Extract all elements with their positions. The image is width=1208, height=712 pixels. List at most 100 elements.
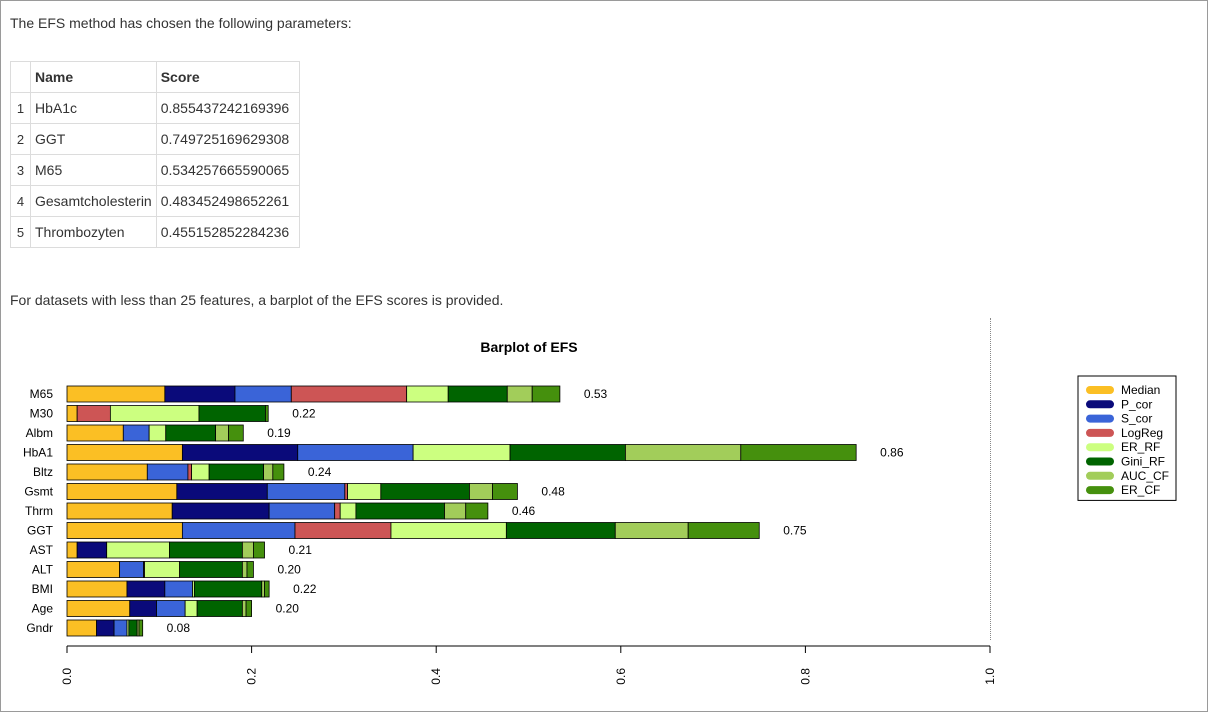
bar-segment-thrm-er-cf [465, 502, 489, 520]
bar-segment-thrm-er-rf [339, 502, 357, 520]
row-name: Thrombozyten [30, 216, 157, 248]
bar-segment-albm-er-rf [148, 424, 167, 442]
plot-divider [990, 318, 991, 640]
bar-segment-gndr-er-cf [138, 619, 144, 637]
category-label-ggt: GGT [27, 524, 54, 538]
bar-segment-ggt-logreg [294, 522, 392, 539]
row-name: HbA1c [30, 92, 157, 124]
index-column-header [10, 61, 31, 93]
bar-segment-bltz-auc-cf [263, 463, 274, 481]
row-score: 0.534257665590065 [155, 154, 300, 186]
bar-segment-albm-median [66, 424, 124, 442]
bar-segment-age-p-cor [129, 600, 157, 617]
total-label-hba1: 0.86 [880, 446, 904, 460]
bar-segment-hba1-p-cor [181, 444, 299, 461]
bar-segment-gndr-p-cor [96, 619, 115, 637]
bar-segment-gsmt-gini-rf [380, 483, 470, 500]
bar-segment-alt-er-rf [144, 561, 181, 578]
bar-segment-gndr-gini-rf [128, 619, 138, 637]
bars-layer: M65 0.53 M30 0.22 Albm 0.19 HbA1 0.86 Bltz 0.24 Gs… [23, 385, 904, 637]
name-column-header: Name [30, 61, 157, 93]
total-label-bmi: 0.22 [293, 582, 317, 596]
total-label-m30: 0.22 [292, 407, 316, 421]
bar-segment-m65-auc-cf [506, 385, 533, 403]
bar-segment-age-er-rf [184, 600, 198, 617]
bar-segment-ast-er-cf [253, 541, 265, 559]
x-tick-label-0-6: 0.6 [614, 668, 628, 685]
bar-segment-bmi-gini-rf [193, 580, 263, 598]
bar-segment-m30-logreg [76, 405, 111, 422]
total-label-alt: 0.20 [277, 563, 301, 577]
bar-segment-bltz-median [66, 463, 148, 481]
legend-label-p-cor: P_cor [1121, 397, 1152, 411]
bar-segment-age-auc-cf [241, 600, 247, 617]
row-index: 4 [10, 185, 31, 217]
bar-segment-alt-er-cf [246, 561, 254, 578]
row-index: 3 [10, 154, 31, 186]
x-tick-label-0-4: 0.4 [429, 668, 443, 685]
bar-segment-m65-logreg [290, 385, 408, 403]
total-label-m65: 0.53 [584, 387, 608, 401]
bar-segment-albm-auc-cf [215, 424, 229, 442]
bar-segment-albm-s-cor [122, 424, 150, 442]
legend-label-auc-cf: AUC_CF [1121, 469, 1169, 483]
legend-label-s-cor: S_cor [1121, 412, 1152, 426]
bar-segment-m30-median [66, 405, 78, 422]
bar-segment-bltz-logreg [187, 463, 193, 481]
bar-segment-bltz-s-cor [146, 463, 189, 481]
row-score: 0.749725169629308 [155, 123, 300, 155]
bar-segment-bmi-auc-cf [261, 580, 265, 598]
bar-segment-gsmt-median [66, 483, 178, 500]
score-column-header: Score [155, 61, 300, 93]
bar-segment-m65-er-rf [406, 385, 449, 403]
bar-segment-ggt-s-cor [181, 522, 296, 539]
row-name: Gesamtcholesterin [30, 185, 157, 217]
bar-segment-gsmt-auc-cf [469, 483, 493, 500]
x-tick-label-0-2: 0.2 [245, 668, 259, 685]
bar-segment-hba1-gini-rf [509, 444, 626, 461]
table-row: 2 GGT 0.749725169629308 [10, 123, 300, 155]
legend-label-er-rf: ER_RF [1121, 440, 1160, 454]
table-row: 5 Thrombozyten 0.455152852284236 [10, 216, 300, 248]
bar-segment-age-s-cor [156, 600, 186, 617]
bar-segment-m65-er-cf [531, 385, 561, 403]
row-index: 2 [10, 123, 31, 155]
bar-segment-albm-gini-rf [165, 424, 217, 442]
legend-label-gini-rf: Gini_RF [1121, 455, 1165, 469]
x-tick-label-0-8: 0.8 [798, 668, 812, 685]
row-name: GGT [30, 123, 157, 155]
bar-segment-ggt-median [66, 522, 183, 539]
row-score: 0.483452498652261 [155, 185, 300, 217]
bar-segment-ggt-gini-rf [505, 522, 616, 539]
bar-segment-ggt-auc-cf [614, 522, 689, 539]
bar-segment-bltz-er-cf [272, 463, 285, 481]
bar-segment-bltz-er-rf [191, 463, 210, 481]
category-label-age: Age [32, 602, 54, 616]
x-axis: 0.0 0.2 0.4 0.6 0.8 1.0 [60, 645, 997, 685]
bar-segment-hba1-auc-cf [625, 444, 742, 461]
bar-segment-thrm-median [66, 502, 173, 520]
total-label-ggt: 0.75 [783, 524, 807, 538]
bar-segment-bltz-gini-rf [208, 463, 264, 481]
row-score: 0.855437242169396 [155, 92, 300, 124]
bar-segment-m65-s-cor [234, 385, 292, 403]
bar-segment-hba1-er-rf [412, 444, 511, 461]
bar-segment-gndr-s-cor [113, 619, 128, 637]
category-label-gndr: Gndr [26, 621, 53, 635]
total-label-bltz: 0.24 [308, 465, 332, 479]
bar-segment-age-er-cf [245, 600, 252, 617]
bar-segment-thrm-gini-rf [355, 502, 445, 520]
bar-segment-ast-gini-rf [169, 541, 243, 559]
table-header-row: Name Score [10, 61, 300, 93]
category-label-bmi: BMI [32, 582, 53, 596]
bar-segment-ggt-er-rf [390, 522, 507, 539]
category-label-m65: M65 [30, 387, 54, 401]
bar-segment-bmi-median [66, 580, 128, 598]
bar-segment-m65-median [66, 385, 166, 403]
total-label-ast: 0.21 [289, 543, 313, 557]
efs-barplot: Barplot of EFS M65 0.53 M30 0.22 Albm 0.19 HbA… [23, 339, 1177, 685]
bar-segment-hba1-median [66, 444, 183, 461]
bar-segment-thrm-s-cor [268, 502, 336, 520]
total-label-age: 0.20 [276, 602, 300, 616]
chart-title: Barplot of EFS [480, 339, 577, 355]
